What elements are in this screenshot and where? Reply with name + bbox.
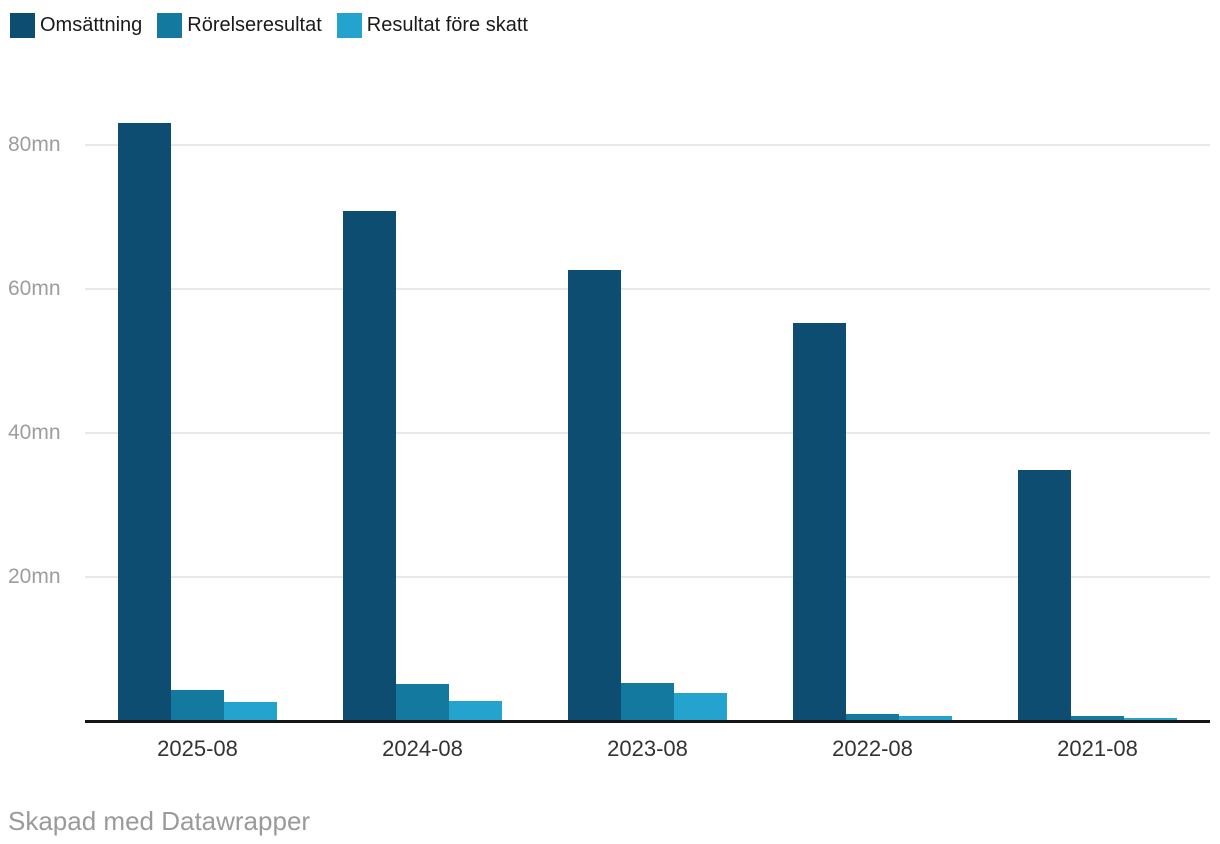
gridline xyxy=(85,288,1210,290)
legend: Omsättning Rörelseresultat Resultat före s… xyxy=(10,13,528,38)
x-axis-tick-label: 2022-08 xyxy=(832,736,913,761)
bar-2022-08-series-2[interactable] xyxy=(846,714,899,721)
bar-2022-08-series-3[interactable] xyxy=(899,716,952,721)
bar-2021-08-series-3[interactable] xyxy=(1124,718,1177,721)
legend-label: Rörelseresultat xyxy=(187,14,322,36)
y-axis-tick-label: 20mn xyxy=(8,565,61,588)
bar-2021-08-series-1[interactable] xyxy=(1018,470,1071,721)
bar-2022-08-series-1[interactable] xyxy=(793,323,846,721)
legend-label: Resultat före skatt xyxy=(366,14,528,36)
legend-item: Rörelseresultat xyxy=(157,13,322,38)
gridline xyxy=(85,144,1210,146)
footer-credit: Skapad med Datawrapper xyxy=(8,806,311,836)
legend-swatch-icon xyxy=(10,13,35,38)
x-axis-tick-label: 2025-08 xyxy=(157,736,238,761)
x-axis-tick-label: 2024-08 xyxy=(382,736,463,761)
gridline xyxy=(85,576,1210,578)
x-axis-tick-label: 2023-08 xyxy=(607,736,688,761)
legend-swatch-icon xyxy=(157,13,183,38)
bar-2024-08-series-3[interactable] xyxy=(449,701,502,721)
x-axis-tick-label: 2021-08 xyxy=(1057,736,1138,761)
bar-2025-08-series-3[interactable] xyxy=(224,702,277,721)
y-axis-tick-label: 80mn xyxy=(8,133,61,156)
legend-swatch-icon xyxy=(336,13,362,38)
bar-2021-08-series-2[interactable] xyxy=(1071,716,1124,721)
bar-2025-08-series-2[interactable] xyxy=(171,690,224,721)
y-axis-tick-label: 60mn xyxy=(8,277,61,300)
legend-item: Omsättning xyxy=(10,13,142,38)
legend-label: Omsättning xyxy=(40,14,143,36)
bar-2024-08-series-1[interactable] xyxy=(343,211,396,721)
bar-2023-08-series-3[interactable] xyxy=(674,693,727,721)
y-axis-tick-label: 40mn xyxy=(8,421,61,444)
bar-2025-08-series-1[interactable] xyxy=(118,123,171,721)
legend-item: Resultat före skatt xyxy=(336,13,528,38)
bar-2024-08-series-2[interactable] xyxy=(396,684,449,721)
x-axis-line xyxy=(85,720,1210,723)
bar-2023-08-series-2[interactable] xyxy=(621,683,674,721)
gridline xyxy=(85,432,1210,434)
bar-2023-08-series-1[interactable] xyxy=(568,270,621,721)
